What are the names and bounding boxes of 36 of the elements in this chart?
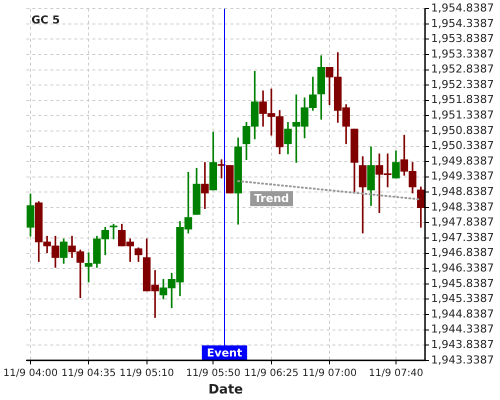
y-tick-label: 1,947.8387 xyxy=(431,216,494,229)
y-tick-label: 1,954.8387 xyxy=(431,1,494,14)
y-tick-label: 1,949.8387 xyxy=(431,154,494,168)
y-tick-label: 1,944.3387 xyxy=(431,322,494,336)
y-tick-label: 1,948.8387 xyxy=(431,185,494,198)
y-tick-label: 1,951.3387 xyxy=(431,108,494,122)
candlestick xyxy=(110,224,118,240)
y-tick-label: 1,945.3387 xyxy=(431,292,494,306)
y-tick-label: 1,943.8387 xyxy=(431,338,494,351)
y-tick-label: 1,947.3387 xyxy=(431,230,494,244)
y-tick-label: 1,943.3387 xyxy=(431,353,494,366)
y-tick-label: 1,953.8387 xyxy=(431,32,494,46)
x-tick-label: 11/9 07:00 xyxy=(302,368,357,379)
y-tick-label: 1,944.8387 xyxy=(431,307,494,320)
y-tick-label: 1,948.3387 xyxy=(431,200,494,214)
y-tick-label: 1,952.3387 xyxy=(431,78,494,91)
y-tick-label: 1,953.3387 xyxy=(431,47,494,60)
y-tick-label: 1,954.3387 xyxy=(431,16,494,30)
x-axis-title: Date xyxy=(208,382,244,398)
x-tick-label: 11/9 05:10 xyxy=(120,368,174,379)
y-tick-label: 1,945.8387 xyxy=(431,276,494,290)
y-tick-label: 1,950.3387 xyxy=(431,139,494,152)
y-tick-label: 1,946.3387 xyxy=(431,261,494,274)
x-tick-label: 11/9 05:50 xyxy=(186,368,240,379)
x-tick-label: 11/9 07:40 xyxy=(368,368,424,379)
y-tick-label: 1,946.8387 xyxy=(431,246,494,260)
series-label: Trend xyxy=(254,192,290,205)
y-tick-label: 1,952.8387 xyxy=(431,62,494,76)
annotation: Event xyxy=(206,346,242,360)
text: GC 5 xyxy=(31,13,60,26)
y-tick-label: 1,949.3387 xyxy=(431,170,494,183)
x-tick-label: 11/9 06:25 xyxy=(244,368,299,379)
x-tick-label: 11/9 04:35 xyxy=(61,368,116,379)
y-tick-label: 1,950.8387 xyxy=(431,124,494,137)
x-tick-label: 11/9 04:00 xyxy=(3,368,58,379)
y-tick-label: 1,951.8387 xyxy=(431,93,494,106)
